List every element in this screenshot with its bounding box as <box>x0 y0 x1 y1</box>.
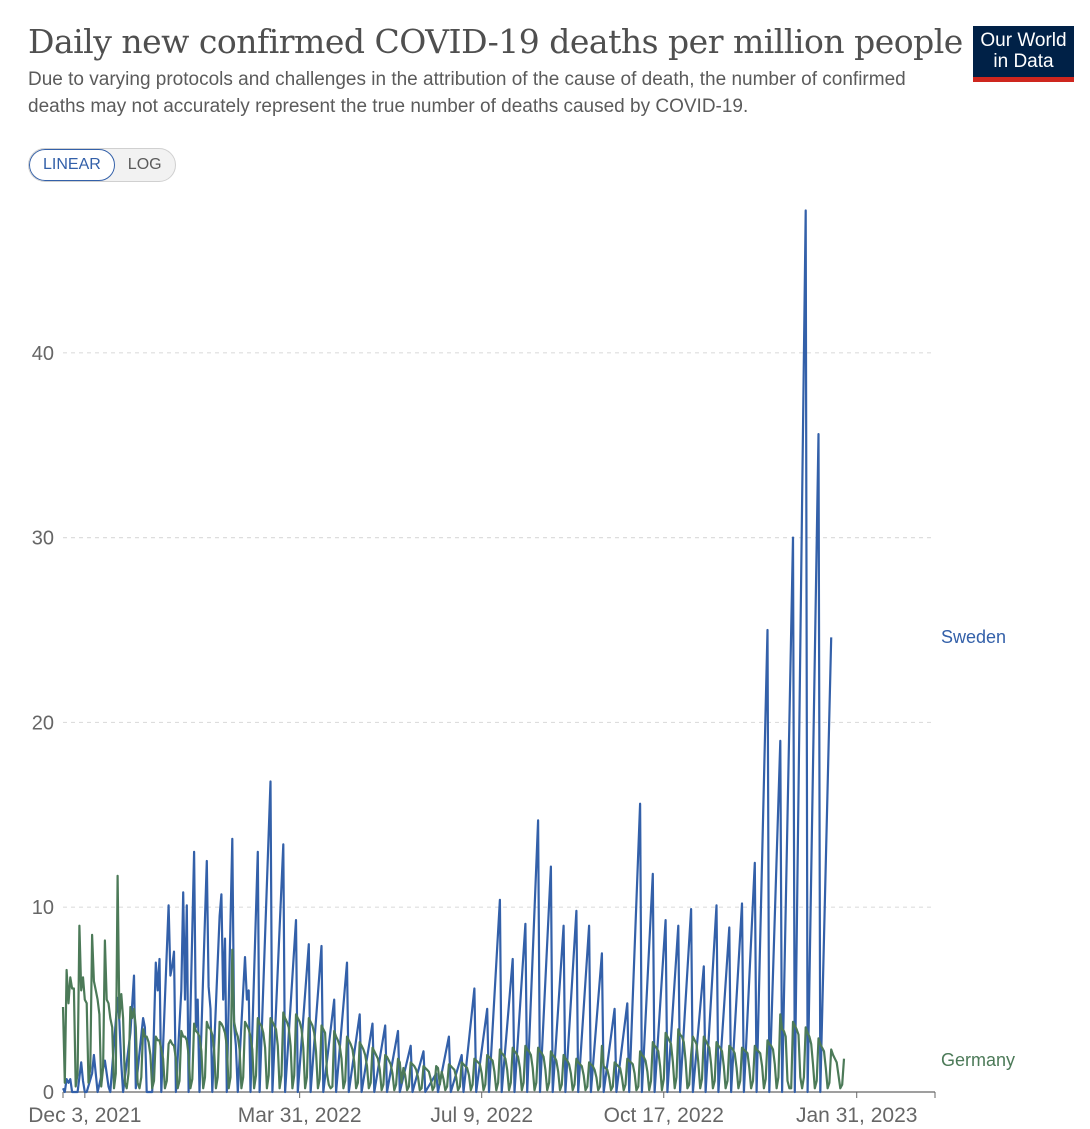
chart-subtitle: Due to varying protocols and challenges … <box>28 69 906 117</box>
grid-lines <box>63 352 935 908</box>
y-tick-label-20: 20 <box>32 712 54 734</box>
series-label-sweden: Sweden <box>941 627 1006 647</box>
x-tick-label-4: Jan 31, 2023 <box>796 1104 917 1127</box>
series-lines <box>61 209 846 1094</box>
series-label-germany: Germany <box>941 1050 1015 1070</box>
x-tick-label-0: Dec 3, 2021 <box>28 1104 141 1127</box>
axes: 0 10 20 30 40 Dec 3, 2021 Mar 31, 2022 Jul 9, 2… <box>28 343 936 1127</box>
y-tick-label-0: 0 <box>43 1082 54 1104</box>
x-tick-label-3: Oct 17, 2022 <box>604 1104 724 1127</box>
series-labels: Sweden Germany <box>941 627 1015 1070</box>
y-tick-label-40: 40 <box>32 343 54 365</box>
series-line-sweden <box>62 209 833 1094</box>
log-scale-button[interactable]: LOG <box>127 156 162 173</box>
y-tick-label-30: 30 <box>32 528 54 550</box>
logo-line-2: in Data <box>993 51 1054 72</box>
owid-logo[interactable]: Our World in Data <box>973 26 1074 82</box>
linear-scale-button[interactable]: LINEAR <box>29 149 115 181</box>
y-tick-label-10: 10 <box>32 897 54 919</box>
scale-toggle: LINEAR LOG <box>28 148 176 182</box>
series-line-germany <box>61 874 846 1092</box>
x-tick-label-2: Jul 9, 2022 <box>430 1104 533 1127</box>
x-tick-label-1: Mar 31, 2022 <box>238 1104 362 1127</box>
logo-line-1: Our World <box>980 30 1067 51</box>
chart-title: Daily new confirmed COVID-19 deaths per … <box>28 22 963 61</box>
